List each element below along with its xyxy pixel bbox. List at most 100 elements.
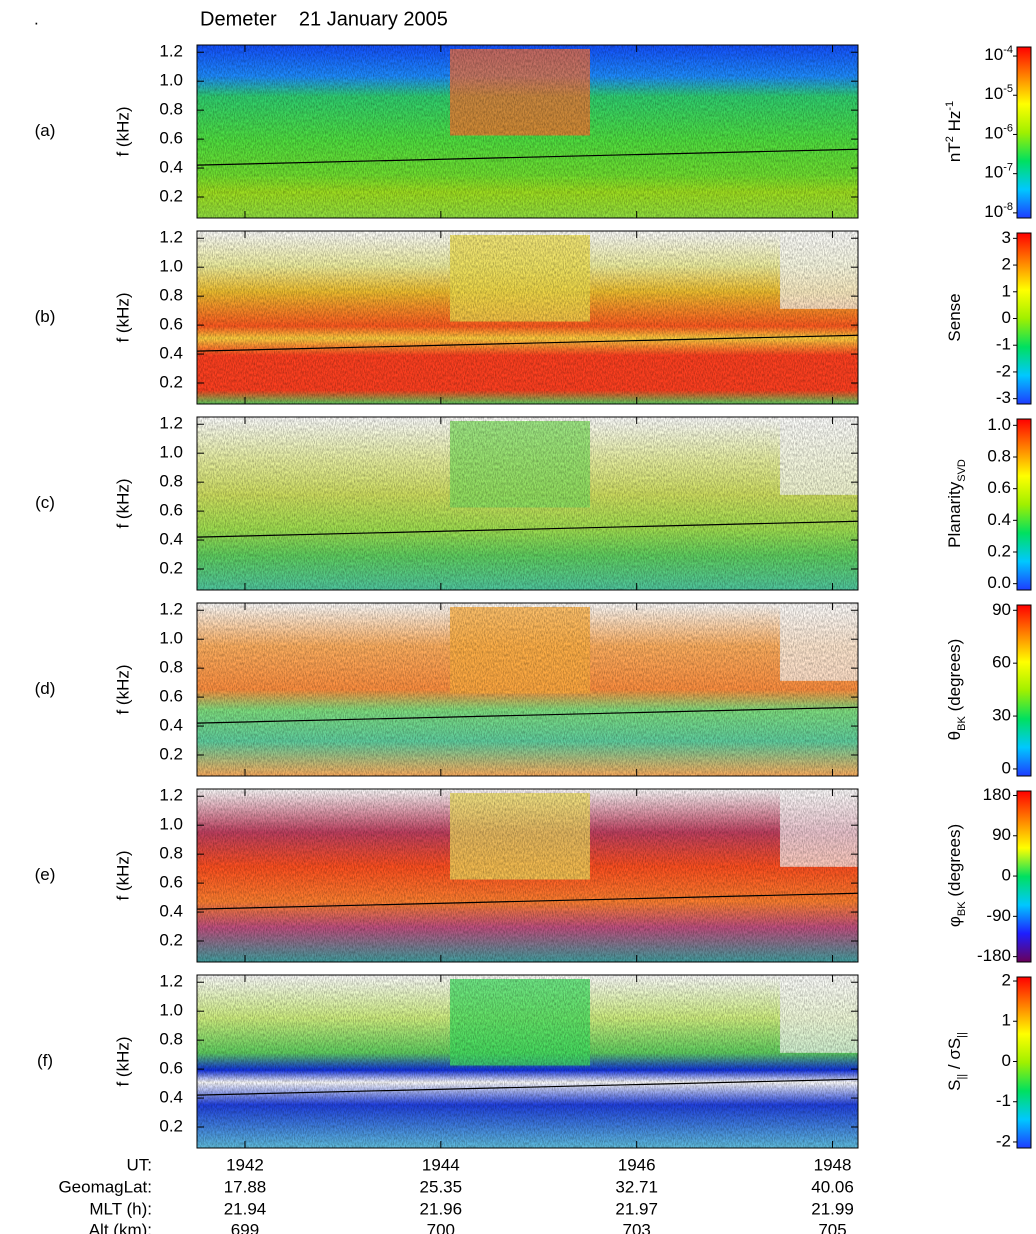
y-tick-label: 1.0 [159,257,183,276]
spectrogram-texture [197,45,858,218]
reference-line [196,892,859,910]
colorbar-tick-label: 90 [992,825,1011,844]
colorbar-tick-label: 2 [1002,971,1011,990]
plot-frame [196,230,859,405]
label-part: || [956,1074,968,1080]
y-tick-label: 1.0 [159,443,183,462]
panel-label: (f) [37,1051,53,1070]
y-tick-label: 1.0 [159,815,183,834]
chart-title: Demeter 21 January 2005 [200,8,448,30]
y-tick-label: 1.2 [159,972,183,991]
y-tick-label: 1.0 [159,629,183,648]
y-tick-label: 1.2 [159,600,183,619]
ephemeris-value: 21.97 [615,1199,658,1218]
spectrogram-texture [197,231,858,404]
y-tick-label: 0.4 [159,902,183,921]
y-tick-label: 0.6 [159,501,183,520]
colorbar-tick-label: 0.4 [987,510,1011,529]
colorbar-tick-label: 0.0 [987,573,1011,592]
colorbar-tick-label: 3 [1002,228,1011,247]
label-part: BK [956,716,968,731]
y-tick-label: 0.6 [159,873,183,892]
colorbar-tick-label: 10-4 [984,44,1013,65]
colorbar-tick-label: 0 [1002,308,1011,327]
y-axis-label: f (kHz) [113,292,132,342]
y-tick-label: 0.8 [159,286,183,305]
panel-label: (c) [35,493,55,512]
ephemeris-value: 21.99 [811,1199,854,1218]
y-tick-label: 0.2 [159,372,183,391]
colorbar-tick-label: 1 [1002,1011,1011,1030]
colorbar [1016,232,1032,405]
y-tick-label: 0.8 [159,658,183,677]
y-tick-label: 0.2 [159,558,183,577]
colorbar-tick-label: 0 [1002,1051,1011,1070]
y-tick-label: 0.8 [159,100,183,119]
tick-base: 10 [984,202,1003,221]
ephemeris-value: 700 [427,1220,455,1234]
y-tick-label: 0.6 [159,315,183,334]
plot-frame [196,44,859,219]
label-part: Planarity [945,481,964,548]
colorbar-tick-label: -90 [986,906,1011,925]
label-part: 2 [944,136,956,142]
colorbar-tick-label: 0 [1002,758,1011,777]
colorbar-tick-label: 10-7 [984,162,1013,183]
colorbar-label: nT2 Hz-1 [944,101,965,162]
plot-frame [196,788,859,963]
ephemeris-value: 40.06 [811,1177,854,1196]
x-axis-label: UT: [127,1155,153,1174]
spectrogram-texture [197,603,858,776]
colorbar-tick-label: -2 [996,361,1011,380]
label-part: / σS [945,1038,964,1074]
ephemeris-value: 21.94 [224,1199,267,1218]
colorbar-tick-label: 90 [992,600,1011,619]
ephemeris-value: 17.88 [224,1177,267,1196]
colorbar-tick-label: 60 [992,653,1011,672]
colorbar-tick-label: -1 [996,1091,1011,1110]
y-tick-label: 0.6 [159,1059,183,1078]
colorbar [1016,790,1032,963]
y-tick-label: 0.6 [159,687,183,706]
colorbar-tick-label: 10-5 [984,83,1013,104]
reference-line [196,334,859,352]
y-axis-label: f (kHz) [113,664,132,714]
tick-exponent: -7 [1003,162,1013,174]
y-tick-label: 0.8 [159,472,183,491]
label-part: -1 [944,101,956,111]
y-tick-label: 0.4 [159,1088,183,1107]
colorbar-tick-label: 0 [1002,866,1011,885]
colorbar-tick-label: 180 [983,785,1011,804]
colorbar-tick-label: 0.6 [987,478,1011,497]
label-part: S [945,1080,964,1091]
label-part: nT [945,142,964,162]
label-part: (degrees) [945,824,964,901]
x-tick-label: 1946 [618,1155,656,1174]
ephemeris-value: 25.35 [420,1177,463,1196]
tick-base: 10 [984,85,1003,104]
label-part: || [956,1032,968,1038]
y-tick-label: 1.2 [159,42,183,61]
reference-line [196,148,859,166]
colorbar-tick-label: -1 [996,335,1011,354]
colorbar-label: S|| / σS|| [945,1032,967,1091]
colorbar-tick-label: 30 [992,706,1011,725]
colorbar [1016,604,1032,777]
label-part: BK [956,901,968,916]
ephemeris-value: 21.96 [420,1199,463,1218]
reference-line [196,520,859,538]
colorbar-label: φBK (degrees) [945,824,967,927]
panel-label: (a) [35,121,56,140]
reference-line [196,706,859,724]
tick-base: 10 [984,163,1003,182]
colorbar-label: PlanaritySVD [945,459,967,548]
colorbar-tick-label: 2 [1002,255,1011,274]
spectrogram-texture [197,789,858,962]
panel-label: (d) [35,679,56,698]
y-tick-label: 0.6 [159,129,183,148]
colorbar-label: θBK (degrees) [945,639,967,741]
y-axis-label: f (kHz) [113,1036,132,1086]
y-tick-label: 1.2 [159,414,183,433]
colorbar [1016,976,1032,1149]
y-tick-label: 0.4 [159,716,183,735]
